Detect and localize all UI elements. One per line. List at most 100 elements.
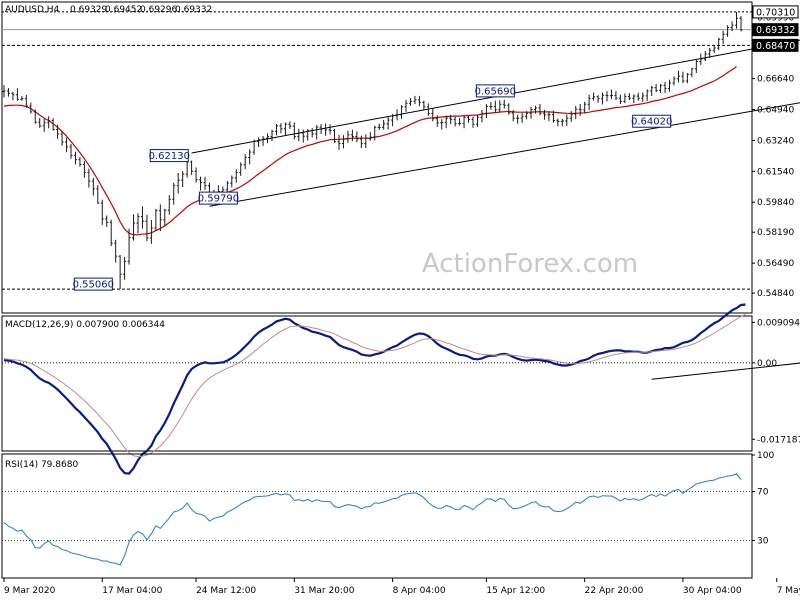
ohlc-bar bbox=[386, 116, 390, 130]
ohlc-bar bbox=[712, 44, 716, 54]
ohlc-bar bbox=[297, 128, 301, 142]
ohlc-bar bbox=[163, 208, 167, 227]
annotation-box bbox=[632, 114, 672, 128]
ohlc-bar bbox=[529, 106, 533, 119]
ohlc-bar bbox=[551, 110, 555, 123]
ohlc-bar bbox=[319, 124, 323, 135]
ohlc-bar bbox=[24, 94, 28, 108]
ohlc-bar bbox=[100, 199, 104, 225]
rsi-title: RSI(14) 79.8680 bbox=[5, 460, 78, 470]
ohlc-bar bbox=[601, 92, 605, 105]
ohlc-bar bbox=[337, 134, 341, 150]
rsi-level-lines bbox=[2, 491, 752, 541]
ohlc-bar bbox=[726, 25, 730, 37]
ohlc-bar bbox=[672, 76, 676, 86]
time-tick-label: 9 Mar 2020 bbox=[4, 586, 56, 596]
ohlc-bar bbox=[167, 195, 171, 215]
ohlc-bar bbox=[413, 95, 417, 105]
ohlc-bar bbox=[324, 123, 328, 136]
ohlc-bar bbox=[547, 111, 551, 122]
ohlc-bar bbox=[69, 143, 73, 159]
macd-panel-frame bbox=[1, 315, 753, 452]
ohlc-bar bbox=[467, 115, 471, 123]
annotation-box bbox=[475, 84, 515, 98]
ohlc-bar bbox=[654, 84, 658, 93]
ohlc-bar bbox=[368, 131, 372, 141]
ohlc-bar bbox=[266, 133, 270, 144]
price-label-text: 0.69332 bbox=[756, 25, 795, 36]
ohlc-bar bbox=[703, 50, 707, 62]
ohlc-bar bbox=[333, 128, 337, 143]
macd-trend-line bbox=[651, 362, 800, 380]
annotation-label: 0.55060 bbox=[73, 280, 114, 291]
ohlc-bar bbox=[346, 130, 350, 143]
ohlc-bar bbox=[145, 214, 149, 242]
ohlc-bar bbox=[440, 119, 444, 130]
macd-title: MACD(12,26,9) 0.007900 0.006344 bbox=[5, 320, 165, 330]
ohlc-bar bbox=[453, 116, 457, 127]
ohlc-bar bbox=[471, 116, 475, 128]
ohlc-bar bbox=[292, 122, 296, 140]
time-tick-label: 17 Mar 04:00 bbox=[102, 586, 162, 596]
rsi-line bbox=[3, 473, 742, 566]
macd-series-signal bbox=[3, 313, 746, 458]
ohlc-bar bbox=[225, 180, 229, 192]
ohlc-bar bbox=[417, 95, 421, 107]
ohlc-bar bbox=[47, 116, 51, 129]
ohlc-bar bbox=[373, 125, 377, 141]
ohlc-bar bbox=[578, 104, 582, 116]
price-label-text: 0.68470 bbox=[756, 41, 795, 52]
ohlc-bar bbox=[592, 92, 596, 101]
annotation-box bbox=[149, 149, 189, 163]
price-horizontal-lines bbox=[2, 11, 752, 290]
ohlc-bar bbox=[154, 208, 158, 231]
ohlc-low: 0.69296 bbox=[140, 5, 177, 15]
price-tick-label: 0.63240 bbox=[757, 136, 794, 146]
ohlc-bar bbox=[140, 206, 144, 229]
ohlc-bar bbox=[20, 96, 24, 101]
price-panel: ActionForex.com 0.55060 0.62130 0.59790 0.6… bbox=[1, 1, 800, 314]
ohlc-bar bbox=[11, 91, 15, 101]
ohlc-bar bbox=[315, 125, 319, 140]
price-tick-label: 0.54840 bbox=[757, 289, 794, 299]
ohlc-bar bbox=[364, 134, 368, 149]
ohlc-bar bbox=[261, 136, 265, 146]
time-tick-label: 7 May 12:00 bbox=[777, 586, 800, 596]
price-tick-label: 0.64940 bbox=[757, 106, 794, 116]
price-header: AUDUSD,H4 0.69329 0.69452 0.69296 0.6933… bbox=[5, 5, 212, 15]
ohlc-bar bbox=[663, 81, 667, 93]
ohlc-bar bbox=[400, 105, 404, 119]
ohlc-bar bbox=[73, 151, 77, 165]
ohlc-bar bbox=[498, 100, 502, 112]
ohlc-bar bbox=[668, 79, 672, 92]
time-tick-label: 30 Apr 04:00 bbox=[683, 586, 742, 596]
ohlc-bar bbox=[574, 105, 578, 120]
ohlc-bar bbox=[248, 149, 252, 165]
ohlc-bar bbox=[172, 182, 176, 205]
ohlc-bar bbox=[511, 110, 515, 122]
ohlc-bar bbox=[422, 100, 426, 110]
ohlc-bar bbox=[87, 168, 91, 188]
ohlc-bar bbox=[739, 15, 743, 32]
ohlc-bar bbox=[435, 115, 439, 127]
rsi-tick-label: 100 bbox=[757, 451, 774, 461]
price-tick-label: 0.61540 bbox=[757, 167, 794, 177]
ohlc-bar bbox=[556, 118, 560, 127]
ohlc-bar bbox=[583, 101, 587, 114]
ohlc-bar bbox=[708, 47, 712, 59]
ohlc-bar bbox=[444, 115, 448, 129]
ohlc-bar bbox=[65, 137, 69, 153]
ohlc-bar bbox=[29, 102, 33, 114]
ohlc-bar bbox=[676, 70, 680, 83]
ohlc-bar bbox=[136, 213, 140, 234]
price-label-box bbox=[752, 23, 799, 37]
ohlc-bar bbox=[408, 98, 412, 106]
ohlc-bar bbox=[230, 175, 234, 188]
price-tick-label: 0.58190 bbox=[757, 228, 794, 238]
ohlc-bar bbox=[475, 114, 479, 127]
macd-series-macd bbox=[3, 303, 746, 475]
ohlc-bar bbox=[203, 176, 207, 191]
time-tick-label: 22 Apr 20:00 bbox=[585, 586, 644, 596]
ohlc-open: 0.69329 bbox=[70, 5, 107, 15]
ohlc-bar bbox=[489, 102, 493, 110]
